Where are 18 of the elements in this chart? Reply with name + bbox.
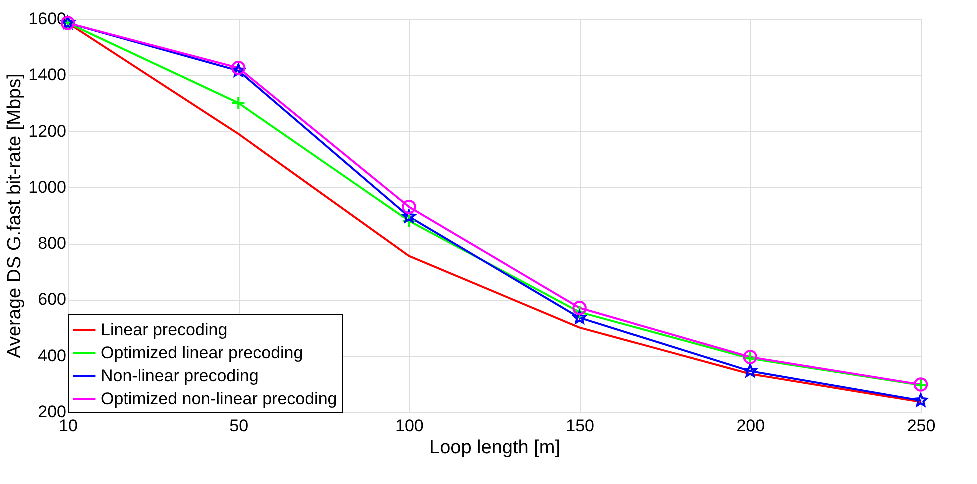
y-tick-label: 800 <box>38 234 66 254</box>
x-tick-label: 200 <box>736 416 766 436</box>
y-axis-title: Average DS G.fast bit-rate [Mbps] <box>4 74 26 358</box>
x-tick-label: 100 <box>396 416 424 436</box>
y-tick-label: 1400 <box>28 66 66 85</box>
y-tick-label: 1200 <box>28 122 66 141</box>
legend-label: Non-linear precoding <box>101 366 259 386</box>
y-tick-label: 400 <box>38 346 66 366</box>
x-tick-label: 150 <box>566 416 594 436</box>
x-axis-title: Loop length [m] <box>430 438 560 458</box>
x-tick-label: 10 <box>59 416 78 436</box>
y-tick-label: 600 <box>38 290 66 310</box>
legend-label: Optimized non-linear precoding <box>101 390 338 408</box>
x-tick-label: 50 <box>230 416 249 436</box>
y-tick-label: 1000 <box>28 178 66 197</box>
legend-label: Optimized linear precoding <box>101 344 304 362</box>
x-tick-label: 250 <box>907 416 936 436</box>
legend-label: Linear precoding <box>101 320 228 340</box>
